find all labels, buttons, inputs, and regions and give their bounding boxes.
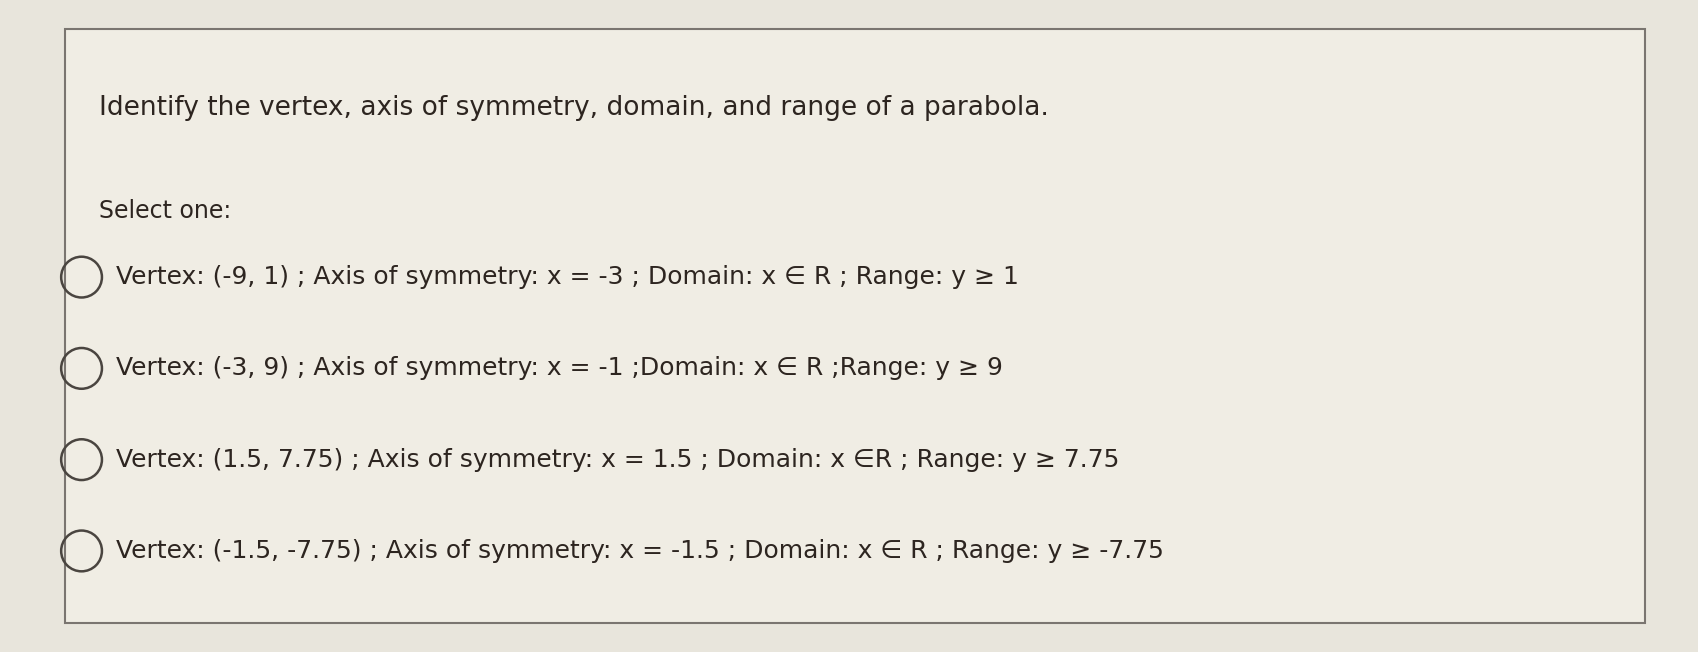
- Text: Vertex: (-1.5, -7.75) ; Axis of symmetry: x = -1.5 ; Domain: x ∈ R ; Range: y ≥ : Vertex: (-1.5, -7.75) ; Axis of symmetry…: [115, 539, 1163, 563]
- Text: Vertex: (1.5, 7.75) ; Axis of symmetry: x = 1.5 ; Domain: x ∈R ; Range: y ≥ 7.75: Vertex: (1.5, 7.75) ; Axis of symmetry: …: [115, 448, 1119, 471]
- FancyBboxPatch shape: [65, 29, 1644, 623]
- Text: Vertex: (-9, 1) ; Axis of symmetry: x = -3 ; Domain: x ∈ R ; Range: y ≥ 1: Vertex: (-9, 1) ; Axis of symmetry: x = …: [115, 265, 1017, 289]
- Text: Identify the vertex, axis of symmetry, domain, and range of a parabola.: Identify the vertex, axis of symmetry, d…: [98, 95, 1048, 121]
- Text: Select one:: Select one:: [98, 199, 231, 223]
- Text: Vertex: (-3, 9) ; Axis of symmetry: x = -1 ;Domain: x ∈ R ;Range: y ≥ 9: Vertex: (-3, 9) ; Axis of symmetry: x = …: [115, 357, 1002, 380]
